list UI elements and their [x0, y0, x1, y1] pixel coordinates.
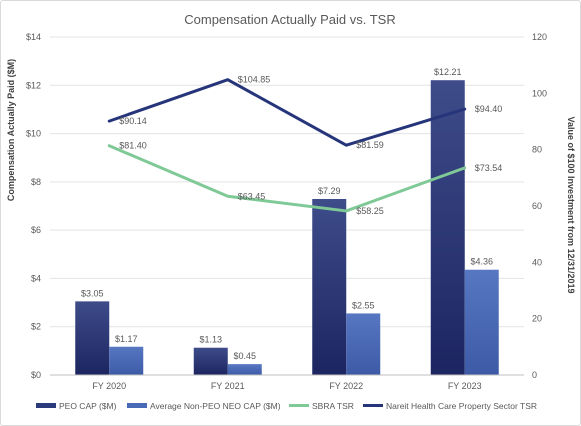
bar	[430, 80, 465, 376]
line-data-label: $73.54	[475, 163, 503, 173]
y-axis-title: Compensation Actually Paid ($M)	[6, 59, 16, 201]
bar	[227, 364, 262, 375]
bar-data-label: $0.45	[233, 351, 256, 361]
y2-tick-label: 0	[532, 370, 537, 380]
legend-label: Average Non-PEO NEO CAP ($M)	[150, 401, 281, 411]
bar	[75, 301, 110, 375]
bar-data-label: $7.29	[318, 186, 341, 196]
legend-label: SBRA TSR	[312, 401, 354, 411]
bar	[109, 346, 144, 375]
x-tick-label: FY 2022	[329, 381, 363, 391]
y-tick-label: $0	[31, 370, 41, 380]
line-data-label: $81.40	[119, 141, 147, 151]
chart-title: Compensation Actually Paid vs. TSR	[184, 12, 395, 27]
bar	[312, 198, 347, 375]
y-tick-label: $12	[26, 80, 41, 90]
bar	[193, 347, 228, 375]
y2-axis-title: Value of $100 Investment from 12/31/2019	[566, 116, 576, 293]
series-line	[107, 144, 467, 213]
line-data-label: $104.85	[238, 75, 271, 85]
bar	[464, 269, 499, 375]
y2-tick-label: 20	[532, 314, 542, 324]
legend-swatch	[36, 403, 56, 408]
legend-label: Nareit Health Care Property Sector TSR	[386, 401, 537, 411]
y2-tick-label: 120	[532, 32, 547, 42]
line-data-label: $94.40	[475, 104, 503, 114]
y-tick-label: $2	[31, 322, 41, 332]
legend-label: PEO CAP ($M)	[59, 401, 117, 411]
line-data-label: $63.45	[238, 191, 266, 201]
bar-data-label: $3.05	[81, 288, 104, 298]
y2-tick-label: 40	[532, 257, 542, 267]
line-data-label: $58.25	[356, 206, 384, 216]
y-tick-label: $14	[26, 32, 41, 42]
legend-swatch	[127, 403, 147, 408]
y-tick-label: $10	[26, 129, 41, 139]
y2-tick-label: 80	[532, 145, 542, 155]
line-data-label: $90.14	[119, 116, 147, 126]
y2-tick-label: 60	[532, 201, 542, 211]
y2-tick-label: 100	[532, 88, 547, 98]
y-tick-label: $8	[31, 177, 41, 187]
bar-data-label: $1.13	[199, 335, 222, 345]
y-tick-label: $4	[31, 273, 41, 283]
series-line	[107, 78, 467, 147]
y-tick-label: $6	[31, 225, 41, 235]
bar-data-label: $1.17	[115, 334, 138, 344]
x-tick-label: FY 2021	[211, 381, 245, 391]
bar	[346, 313, 381, 375]
bar-data-label: $4.36	[470, 257, 493, 267]
bar-data-label: $2.55	[352, 300, 375, 310]
x-tick-label: FY 2023	[448, 381, 482, 391]
line-data-label: $81.59	[356, 140, 384, 150]
bar-data-label: $12.21	[434, 67, 462, 77]
x-tick-label: FY 2020	[92, 381, 126, 391]
